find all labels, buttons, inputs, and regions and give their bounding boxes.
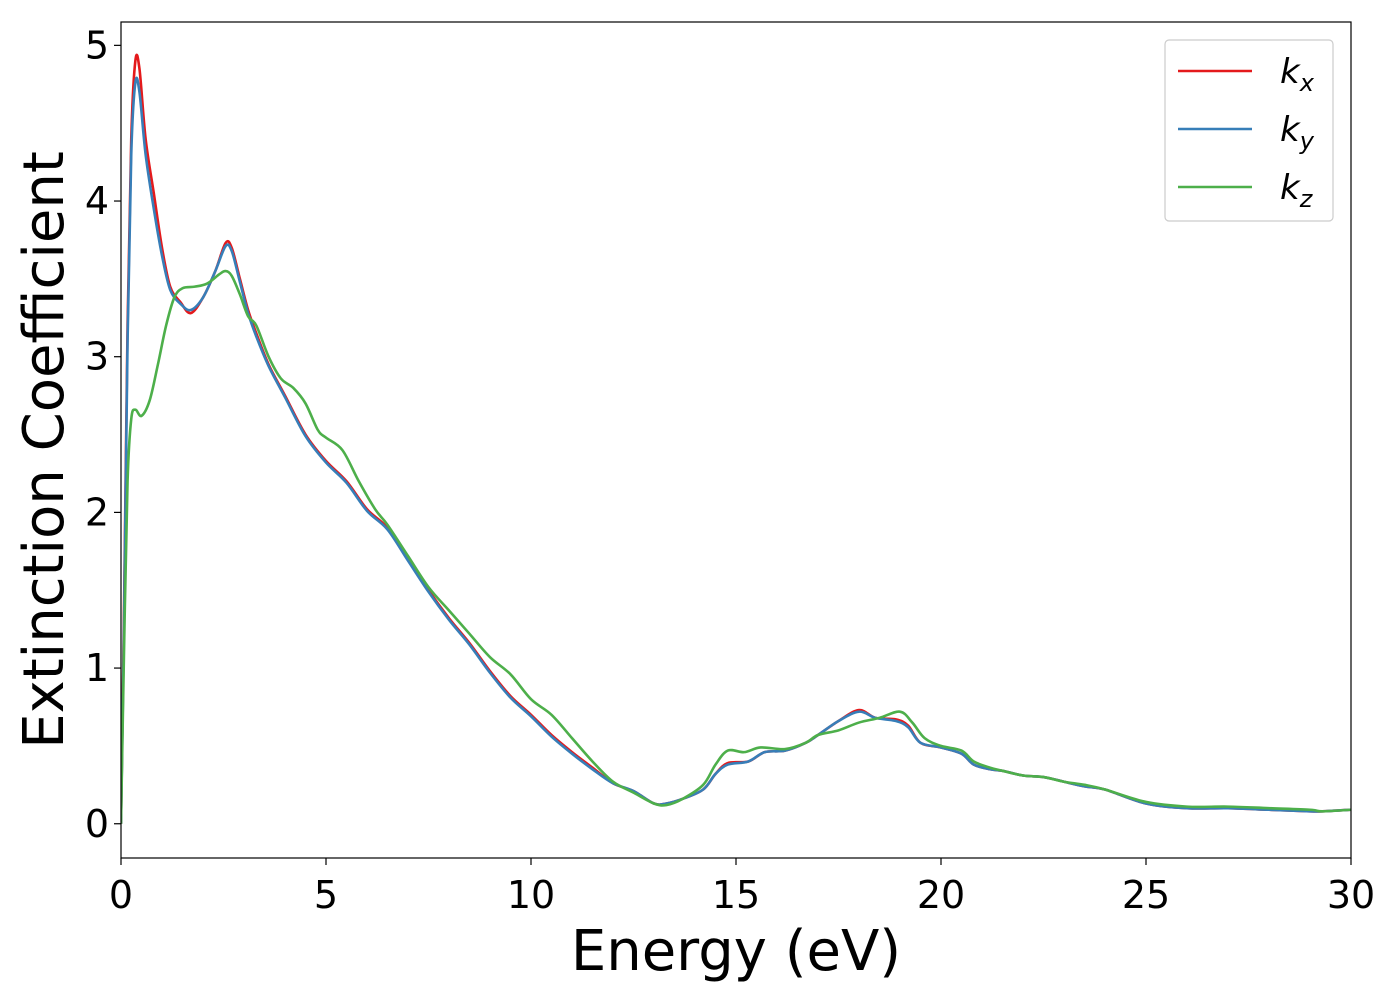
x-tick-label: 20 — [917, 873, 965, 917]
y-tick-label: 4 — [85, 179, 109, 223]
x-tick-label: 30 — [1327, 873, 1375, 917]
y-axis-ticks: 0 1 2 3 4 5 — [85, 23, 121, 846]
x-tick-label: 15 — [712, 873, 760, 917]
y-tick-label: 5 — [85, 23, 109, 67]
y-tick-label: 0 — [85, 802, 109, 846]
legend-label-x: kx — [1280, 52, 1315, 97]
x-tick-label: 5 — [314, 873, 338, 917]
y-tick-label: 2 — [85, 490, 109, 534]
legend-label-y: ky — [1280, 110, 1315, 155]
legend-label-z: kz — [1280, 168, 1314, 213]
series-line-z — [121, 269, 1351, 824]
x-tick-label: 10 — [507, 873, 555, 917]
x-tick-label: 25 — [1122, 873, 1170, 917]
x-axis-label: Energy (eV) — [571, 919, 901, 984]
x-tick-label: 0 — [109, 873, 133, 917]
y-axis-label: Extinction Coefficient — [12, 151, 77, 749]
legend-box — [1164, 39, 1334, 222]
legend: kx ky kz — [1164, 39, 1334, 222]
series-layer — [121, 53, 1351, 824]
x-axis-ticks: 0 5 10 15 20 25 30 — [109, 858, 1375, 917]
y-tick-label: 3 — [85, 335, 109, 379]
y-tick-label: 1 — [85, 646, 109, 690]
